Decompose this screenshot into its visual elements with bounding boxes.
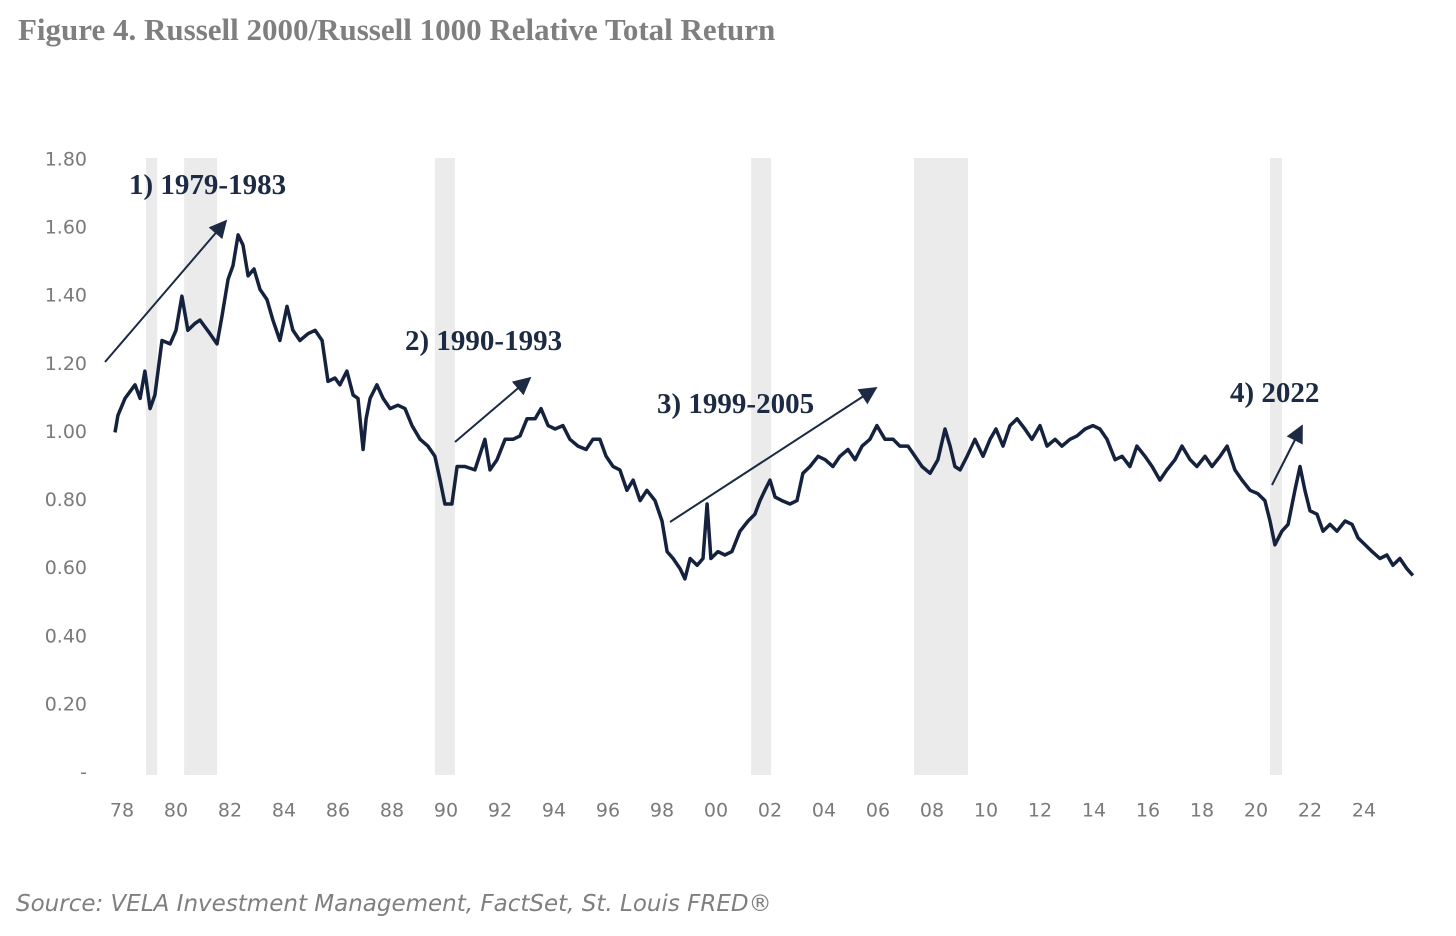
recession-band (146, 158, 158, 775)
x-tick-label: 08 (920, 800, 944, 822)
y-tick-label: 0.60 (45, 557, 87, 579)
annotation: 2) 1990-1993 (405, 325, 562, 357)
x-tick-label: 98 (650, 800, 674, 822)
x-tick-label: 94 (542, 800, 566, 822)
y-tick-label: 1.20 (45, 353, 87, 375)
x-tick-label: 88 (380, 800, 404, 822)
x-tick-label: 06 (866, 800, 890, 822)
chart-title: Figure 4. Russell 2000/Russell 1000 Rela… (18, 12, 775, 47)
x-tick-label: 18 (1190, 800, 1214, 822)
y-tick-label: - (80, 762, 87, 784)
annotation-arrow (104, 219, 228, 363)
x-tick-label: 22 (1298, 800, 1322, 822)
x-tick-label: 04 (812, 800, 836, 822)
recession-band (1270, 158, 1282, 775)
x-tick-label: 82 (218, 800, 242, 822)
data-line (113, 233, 1415, 581)
y-tick-label: 1.80 (45, 149, 87, 171)
x-tick-label: 92 (488, 800, 512, 822)
x-tick-label: 00 (704, 800, 728, 822)
y-tick-label: 0.80 (45, 489, 87, 511)
annotation: 3) 1999-2005 (657, 388, 814, 420)
y-tick-label: 1.00 (45, 421, 87, 443)
y-tick-label: 0.20 (45, 693, 87, 715)
annotation-arrow (669, 387, 878, 523)
y-tick-label: 0.40 (45, 625, 87, 647)
x-tick-label: 84 (272, 800, 296, 822)
x-tick-label: 02 (758, 800, 782, 822)
y-tick-label: 1.60 (45, 217, 87, 239)
recession-band (434, 158, 455, 775)
x-tick-label: 20 (1244, 800, 1268, 822)
x-tick-label: 96 (596, 800, 620, 822)
annotation-arrow (1271, 424, 1303, 486)
annotation: 4) 2022 (1230, 377, 1319, 409)
x-tick-label: 86 (326, 800, 350, 822)
annotation: 1) 1979-1983 (129, 169, 286, 201)
x-tick-label: 16 (1136, 800, 1160, 822)
x-tick-label: 24 (1352, 800, 1376, 822)
recession-band (751, 158, 772, 775)
x-tick-label: 12 (1028, 800, 1052, 822)
x-tick-label: 90 (434, 800, 458, 822)
y-tick-label: 1.40 (45, 285, 87, 307)
recession-band (184, 158, 218, 775)
x-tick-label: 14 (1082, 800, 1106, 822)
source-note: Source: VELA Investment Management, Fact… (16, 891, 772, 917)
x-tick-label: 78 (110, 800, 134, 822)
x-tick-label: 10 (974, 800, 998, 822)
annotation-arrow (454, 376, 532, 443)
x-tick-label: 80 (164, 800, 188, 822)
